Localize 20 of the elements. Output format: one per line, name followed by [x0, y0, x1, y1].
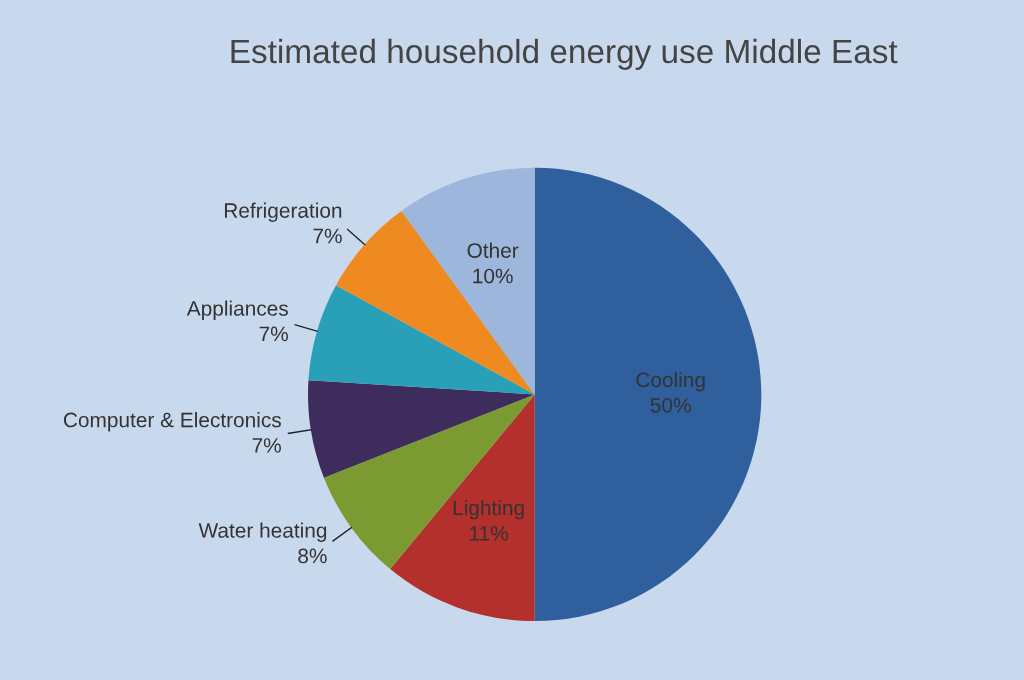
pie-slice: [401, 167, 535, 395]
slice-label: Refrigeration: [224, 202, 342, 222]
pie-slice: [308, 380, 535, 478]
slice-label: Appliances: [186, 300, 288, 320]
slice-label: Water heating: [198, 522, 327, 542]
pie-slice: [308, 285, 535, 395]
data-label: 7%: [259, 326, 288, 342]
chart-title: Estimated household energy use Middle East: [231, 38, 898, 70]
slice-label: Computer & Electronics: [63, 412, 281, 432]
data-label: 7%: [313, 228, 342, 244]
data-label: 50%: [650, 397, 691, 413]
data-label: 11%: [470, 526, 508, 541]
slice-label: Cooling: [636, 371, 705, 392]
slice-label: Other: [467, 242, 519, 258]
data-label: 10%: [473, 268, 513, 284]
data-label: 8%: [298, 548, 327, 564]
slice-label: Lighting: [453, 499, 524, 520]
pie-slice: [390, 394, 535, 622]
pie-slice: [534, 167, 762, 622]
data-label: 7%: [252, 438, 281, 453]
